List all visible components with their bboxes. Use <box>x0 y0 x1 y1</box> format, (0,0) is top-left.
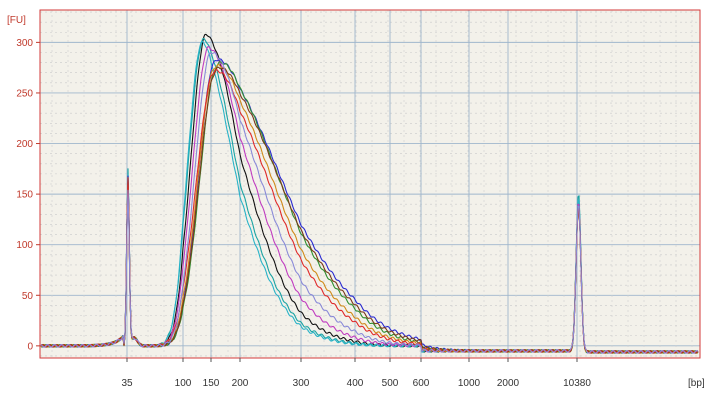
x-tick-label: 300 <box>293 378 310 389</box>
x-tick-label: 100 <box>175 378 192 389</box>
y-unit-label: [FU] <box>7 15 26 26</box>
x-tick-label: 400 <box>347 378 364 389</box>
x-tick-label: 150 <box>203 378 220 389</box>
y-tick-label: 0 <box>27 341 33 352</box>
plot-frame <box>39 9 701 359</box>
x-tick-label: 35 <box>121 378 133 389</box>
y-tick-label: 100 <box>16 240 33 251</box>
y-tick-label: 250 <box>16 88 33 99</box>
x-tick-label: 600 <box>413 378 430 389</box>
axes: 0 50 100 150 200 250 300 35 100 150 200 300 400 500 60… <box>16 9 701 389</box>
y-tick-label: 300 <box>16 38 33 49</box>
series-line-9 <box>40 68 699 354</box>
y-tick-label: 50 <box>22 291 34 302</box>
x-tick-label: 2000 <box>497 378 520 389</box>
x-tick-label: 200 <box>232 378 249 389</box>
x-unit-label: [bp] <box>688 378 705 389</box>
gridlines <box>40 10 700 358</box>
x-tick-label: 1000 <box>458 378 481 389</box>
y-tick-label: 150 <box>16 190 33 201</box>
series-line-10 <box>40 52 699 354</box>
y-tick-label: 200 <box>16 139 33 150</box>
x-tick-label: 500 <box>382 378 399 389</box>
series-traces <box>40 33 699 354</box>
x-tick-label: 10380 <box>563 378 591 389</box>
